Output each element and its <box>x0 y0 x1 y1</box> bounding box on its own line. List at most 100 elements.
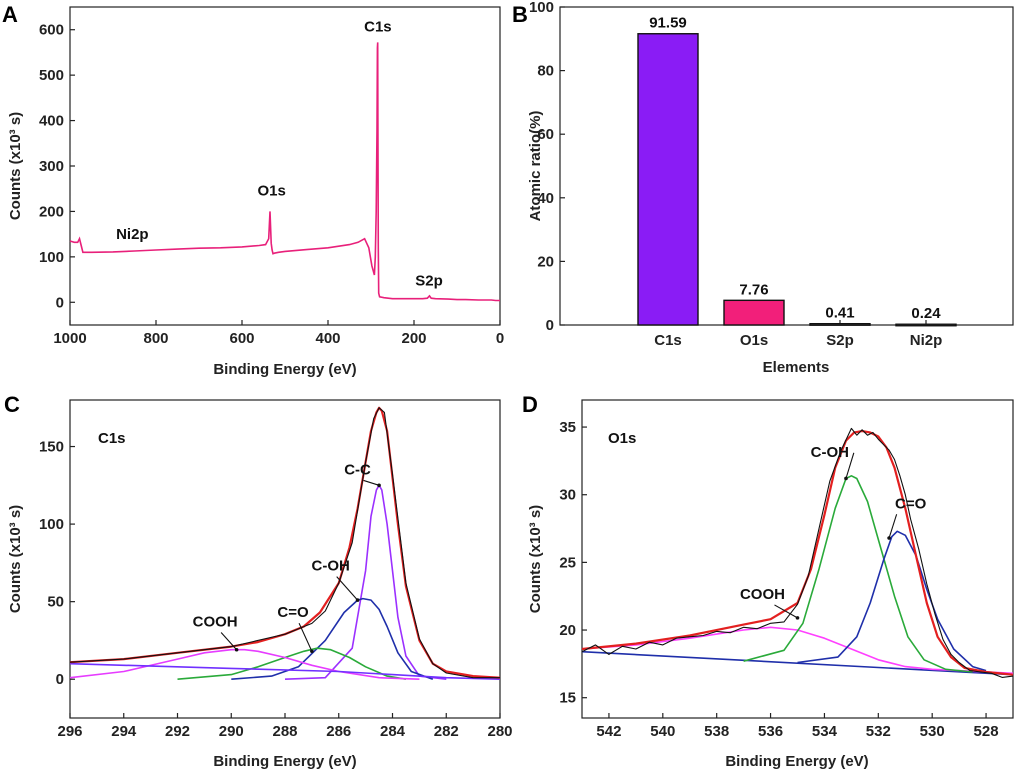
panel-c-xtick-label: 296 <box>57 723 82 740</box>
panel-c-inset-label: C1s <box>98 430 126 447</box>
panel-d-ytick-label: 35 <box>559 419 576 436</box>
panel-d-ytick-label: 15 <box>559 690 576 707</box>
curve-raw <box>581 427 1014 678</box>
curve-c-o <box>177 647 407 680</box>
panel-a-ytick-label: 300 <box>39 158 64 175</box>
panel-a-xtick-label: 0 <box>496 330 504 347</box>
panel-c-curves <box>69 406 501 680</box>
panel-b-ytick-label: 80 <box>537 63 554 80</box>
bar-value-label: 91.59 <box>649 15 687 32</box>
component-label-c-oh: C-OH <box>312 558 350 575</box>
panel-d-axes: 542 540 538 536 534 532 530 528 15 20 25 30 35 <box>559 419 998 740</box>
panel-a-xtick-label: 400 <box>315 330 340 347</box>
panel-c-xtick-label: 294 <box>111 723 137 740</box>
bar-o1s <box>723 299 785 326</box>
panel-a-xtick-label: 800 <box>143 330 168 347</box>
panel-d-curves <box>581 427 1014 678</box>
component-arrow-c-o <box>298 622 313 652</box>
panel-b-label: B <box>512 2 528 27</box>
panel-d-inset-label: O1s <box>608 430 636 447</box>
panel-c-xtick-label: 290 <box>219 723 244 740</box>
panel-b-ytick-label: 40 <box>537 190 554 207</box>
panel-a-xtick-label: 200 <box>401 330 426 347</box>
panel-a-ytick-label: 200 <box>39 203 64 220</box>
panel-d-annotations: C-OH C=O COOH <box>740 444 927 620</box>
panel-d-frame <box>581 399 1014 719</box>
panel-d-xtick-label: 536 <box>758 723 783 740</box>
curve-envelope <box>69 406 501 679</box>
component-arrow-c-oh <box>336 576 358 601</box>
curve-c-o <box>797 530 987 672</box>
panel-b-ytick-label: 0 <box>546 317 554 334</box>
panel-a-axes: 1000 800 600 400 200 0 0 100 200 300 400 500 600 <box>39 22 504 347</box>
panel-b-xtick-label: C1s <box>654 332 682 349</box>
panel-c-xtick-label: 280 <box>487 723 512 740</box>
panel-b-ylabel: Atomic ratio(%) <box>527 111 544 222</box>
panel-b-ytick-label: 60 <box>537 126 554 143</box>
panel-b-xtick-label: S2p <box>826 332 854 349</box>
panel-c-ylabel: Counts (x10³ s) <box>7 505 24 613</box>
panel-d-xlabel: Binding Energy (eV) <box>725 753 868 770</box>
component-arrowhead-c-oh <box>844 476 848 481</box>
curve-background <box>69 662 501 680</box>
panel-a-ytick-label: 0 <box>56 294 64 311</box>
panel-a-survey-line <box>69 42 500 302</box>
panel-a-label: A <box>2 2 18 27</box>
panel-a-ytick-label: 600 <box>39 22 64 39</box>
panel-b-xtick-label: O1s <box>740 332 768 349</box>
peak-label-ni2p: Ni2p <box>116 226 149 243</box>
panel-c-ytick-label: 0 <box>56 671 64 688</box>
bar-s2p <box>809 322 871 326</box>
panel-d-xtick-label: 542 <box>596 723 621 740</box>
panel-d-xtick-label: 528 <box>974 723 999 740</box>
component-label-c-o: C=O <box>895 495 927 512</box>
panel-c-ytick-label: 150 <box>39 439 64 456</box>
panel-c-axes: 296 294 292 290 288 286 284 282 280 0 50 100 150 <box>39 439 513 740</box>
panel-c-xtick-label: 292 <box>165 723 190 740</box>
bar-value-label: 0.41 <box>825 305 854 322</box>
panel-b-frame <box>559 6 1014 326</box>
component-arrowhead-c-oh <box>355 598 360 602</box>
panel-d-label: D <box>522 392 538 417</box>
panel-c-annotations: C-C C-OH C=O COOH <box>193 461 381 654</box>
panel-b-xtick-label: Ni2p <box>910 332 943 349</box>
panel-a-ylabel: Counts (x10³ s) <box>7 112 24 220</box>
curve-c-oh <box>743 474 973 673</box>
panel-d-xtick-label: 532 <box>866 723 891 740</box>
panel-b-bars: 91.59 7.76 0.41 0.24 <box>637 15 957 327</box>
component-arrowhead-cooh <box>795 616 800 620</box>
panel-d-xtick-label: 530 <box>920 723 945 740</box>
panel-d-xtick-label: 534 <box>812 723 838 740</box>
panel-a-annotations: C1s O1s Ni2p S2p <box>116 18 443 289</box>
panel-c-ytick-label: 100 <box>39 516 64 533</box>
peak-label-s2p: S2p <box>415 273 443 290</box>
panel-c-xlabel: Binding Energy (eV) <box>213 753 356 770</box>
panel-a-xtick-label: 1000 <box>53 330 86 347</box>
bar-ni2p <box>895 323 957 327</box>
panel-a: A 1000 800 600 400 200 0 0 100 200 300 400 500 600 C… <box>2 2 504 378</box>
panel-d-ytick-label: 25 <box>559 554 576 571</box>
panel-c-xtick-label: 282 <box>434 723 459 740</box>
component-arrowhead-c-c <box>377 483 381 488</box>
curve-cooh <box>581 626 1014 675</box>
panel-a-ytick-label: 500 <box>39 67 64 84</box>
bar-value-label: 0.24 <box>911 305 941 322</box>
panel-a-ytick-label: 400 <box>39 113 64 130</box>
panel-b-axes: 0 20 40 60 80 100 C1s O1s S2p Ni2p <box>529 0 942 349</box>
panel-d-xtick-label: 538 <box>704 723 729 740</box>
panel-b-ytick-label: 20 <box>537 253 554 270</box>
panel-d: D 542 540 538 536 534 532 530 528 15 20 25 30 35 C-O… <box>522 392 1014 770</box>
curve-c-oh <box>231 597 434 680</box>
curve-envelope <box>581 430 1014 676</box>
panel-b-xlabel: Elements <box>763 359 830 376</box>
panel-d-ytick-label: 30 <box>559 487 576 504</box>
panel-a-ytick-label: 100 <box>39 249 64 266</box>
panel-c: C 296 294 292 290 288 286 284 282 280 0 50 100 150 C… <box>4 392 513 770</box>
panel-c-xtick-label: 284 <box>380 723 406 740</box>
panel-d-ylabel: Counts (x10³ s) <box>527 505 544 613</box>
bar-c1s <box>637 33 699 326</box>
panel-d-ytick-label: 20 <box>559 622 576 639</box>
panel-c-label: C <box>4 392 20 417</box>
component-arrowhead-c-o <box>310 649 314 654</box>
